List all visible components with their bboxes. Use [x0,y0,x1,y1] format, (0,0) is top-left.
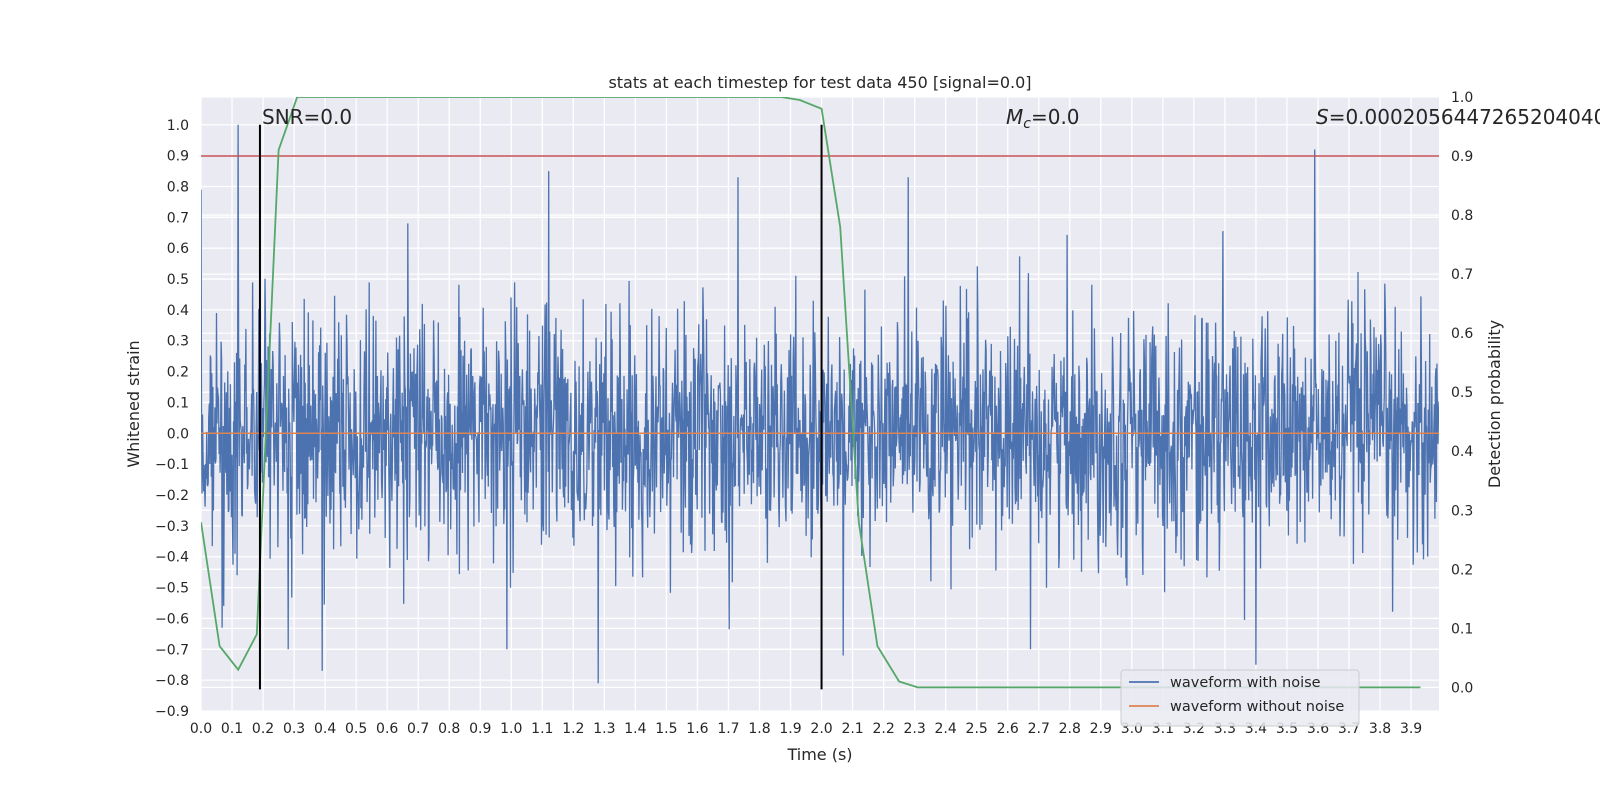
y-tick-label: −0.6 [155,611,189,627]
y-tick-label: 0.9 [167,149,189,165]
y-tick-label: −0.9 [155,704,189,720]
y2-tick-label: 0.8 [1451,208,1473,224]
x-tick-label: 1.0 [500,721,522,737]
y2-tick-label: 0.9 [1451,149,1473,165]
x-tick-label: 0.0 [190,721,212,737]
x-tick-label: 2.5 [966,721,988,737]
x-tick-label: 0.4 [314,721,336,737]
x-tick-label: 3.8 [1369,721,1391,737]
y2-tick-label: 0.0 [1451,680,1473,696]
x-tick-label: 1.2 [562,721,584,737]
x-axis-label: Time (s) [786,745,852,764]
x-tick-label: 2.4 [935,721,957,737]
y-tick-label: −0.5 [155,581,189,597]
series-waveform-with-noise [201,124,1439,684]
y-tick-label: 0.1 [167,395,189,411]
x-tick-label: 1.9 [779,721,801,737]
x-tick-label: 0.8 [438,721,460,737]
x-tick-label: 2.2 [872,721,894,737]
y-tick-label: −0.7 [155,642,189,658]
y-tick-label: 0.0 [167,426,189,442]
x-tick-label: 0.1 [221,721,243,737]
y2-tick-labels: 1.0 0.9 0.8 0.7 0.6 0.5 0.4 0.3 0.2 0.1 0.0 [1451,90,1473,696]
y2-tick-label: 0.3 [1451,503,1473,519]
mc-symbol: M [1006,105,1023,129]
y2-tick-label: 0.7 [1451,267,1473,283]
legend-label-waveform-with-noise: waveform with noise [1170,675,1321,691]
y-tick-label: 0.8 [167,179,189,195]
legend-label-waveform-without-noise: waveform without noise [1170,699,1344,715]
legend: waveform with noise waveform without noi… [1120,669,1360,727]
x-tick-label: 1.6 [686,721,708,737]
x-tick-label: 1.3 [593,721,615,737]
y2-tick-label: 0.1 [1451,621,1473,637]
x-tick-label: 0.5 [345,721,367,737]
x-tick-label: 2.8 [1059,721,1081,737]
y-tick-label: −0.8 [155,673,189,689]
x-tick-label: 0.6 [376,721,398,737]
y-tick-label: 0.5 [167,272,189,288]
x-tick-label: 1.7 [717,721,739,737]
series-detection-probability [201,97,1421,689]
x-tick-label: 2.1 [841,721,863,737]
y2-tick-label: 0.5 [1451,385,1473,401]
y2-tick-label: 0.2 [1451,562,1473,578]
x-tick-label: 0.3 [283,721,305,737]
chart-title: stats at each timestep for test data 450… [608,73,1031,92]
y2-tick-label: 1.0 [1451,90,1473,106]
y-tick-label: −0.2 [155,488,189,504]
y-tick-label: 0.3 [167,334,189,350]
y2-tick-label: 0.6 [1451,326,1473,342]
snr-annotation: SNR=0.0 [262,105,352,129]
y-tick-label: 0.4 [167,303,189,319]
s-value: =0.00020564472652040404 [1329,105,1600,129]
x-tick-label: 2.9 [1090,721,1112,737]
y-tick-label: −0.4 [155,550,189,566]
s-symbol: S [1316,105,1329,129]
y-tick-label: −0.1 [155,457,189,473]
y-tick-label: 0.7 [167,210,189,226]
y-axis-label: Whitened strain [124,340,143,467]
legend-box [1120,669,1360,727]
y2-axis-label: Detection probability [1485,320,1504,488]
x-tick-label: 1.1 [531,721,553,737]
y2-tick-label: 0.4 [1451,444,1473,460]
x-tick-label: 0.2 [252,721,274,737]
s-annotation: S=0.00020564472652040404 [1316,105,1600,129]
y-tick-labels: 1.0 0.9 0.8 0.7 0.6 0.5 0.4 0.3 0.2 0.1 0.0 −0.1 −0.… [155,118,189,720]
x-tick-label: 2.3 [904,721,926,737]
x-tick-label: 3.9 [1400,721,1422,737]
x-tick-label: 1.5 [655,721,677,737]
x-tick-label: 1.4 [624,721,646,737]
y-tick-label: 0.6 [167,241,189,257]
mc-subscript: c [1023,116,1031,132]
x-tick-label: 1.8 [748,721,770,737]
y-tick-label: 0.2 [167,365,189,381]
x-tick-label: 0.9 [469,721,491,737]
x-tick-label: 2.0 [810,721,832,737]
x-tick-label: 2.7 [1028,721,1050,737]
mc-annotation: Mc=0.0 [1006,105,1080,132]
y-tick-label: 1.0 [167,118,189,134]
x-tick-label: 2.6 [997,721,1019,737]
x-tick-label: 0.7 [407,721,429,737]
y-tick-label: −0.3 [155,519,189,535]
mc-value: =0.0 [1031,105,1080,129]
